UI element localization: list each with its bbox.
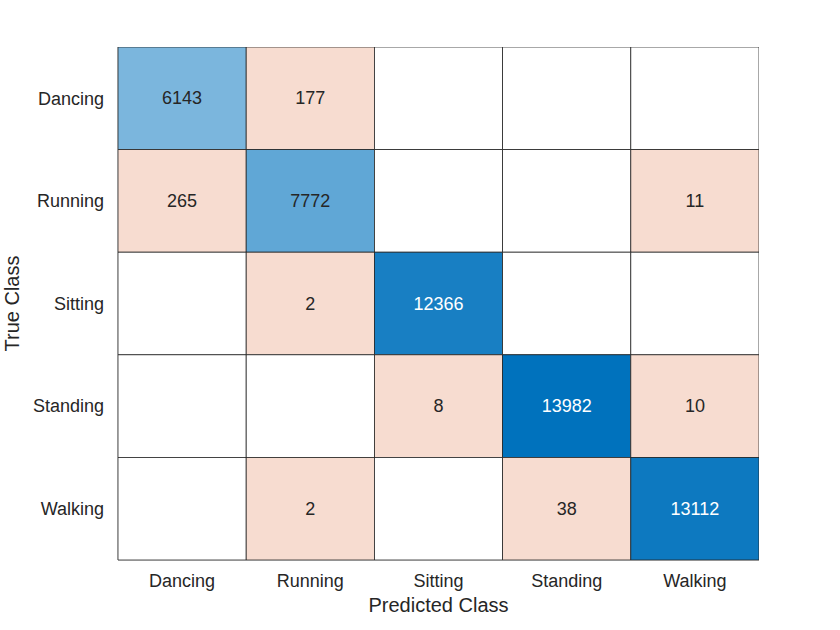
svg-text:Dancing: Dancing — [38, 89, 104, 109]
svg-text:Dancing: Dancing — [149, 571, 215, 591]
svg-text:12366: 12366 — [413, 294, 463, 314]
svg-text:Standing: Standing — [33, 396, 104, 416]
svg-text:Walking: Walking — [41, 499, 104, 519]
svg-text:13112: 13112 — [671, 499, 720, 519]
svg-text:6143: 6143 — [162, 88, 202, 108]
svg-text:11: 11 — [686, 191, 705, 211]
svg-text:Predicted Class: Predicted Class — [368, 594, 508, 616]
svg-text:10: 10 — [685, 396, 705, 416]
svg-text:2: 2 — [305, 294, 315, 314]
svg-text:38: 38 — [557, 499, 577, 519]
svg-text:7772: 7772 — [290, 191, 330, 211]
svg-text:265: 265 — [167, 191, 197, 211]
svg-text:Sitting: Sitting — [413, 571, 463, 591]
svg-text:13982: 13982 — [542, 396, 592, 416]
svg-text:2: 2 — [305, 499, 315, 519]
svg-text:8: 8 — [433, 396, 443, 416]
svg-text:Walking: Walking — [663, 571, 726, 591]
svg-text:Running: Running — [277, 571, 344, 591]
svg-text:Standing: Standing — [531, 571, 602, 591]
svg-text:True Class: True Class — [8, 256, 23, 352]
svg-text:Sitting: Sitting — [54, 294, 104, 314]
svg-text:Running: Running — [37, 191, 104, 211]
svg-text:177: 177 — [295, 88, 325, 108]
